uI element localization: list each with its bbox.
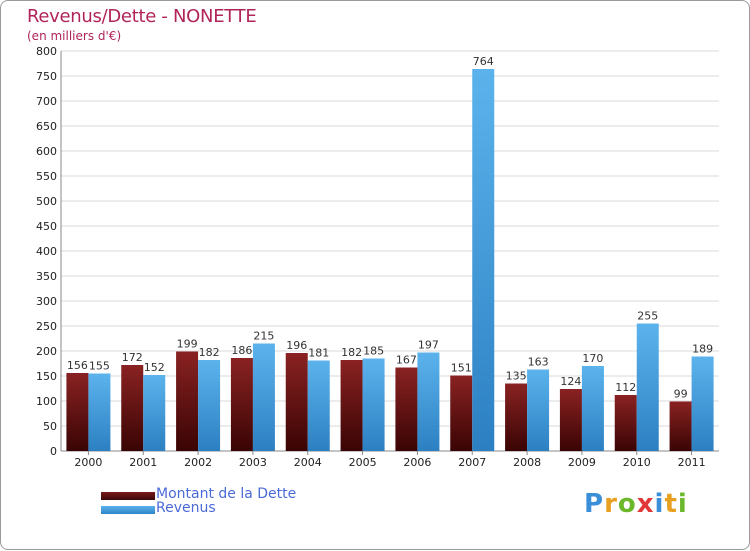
data-label-dette: 124 [560,375,581,388]
data-label-dette: 156 [67,359,88,372]
x-tick-label: 2010 [623,456,651,469]
bar-revenus [88,373,111,451]
bar-dette [559,389,582,451]
y-tick-label: 600 [36,145,57,158]
legend-label-dette: Montant de la Dette [156,486,297,502]
x-tick-label: 2009 [568,456,596,469]
x-tick-label: 2003 [239,456,267,469]
y-tick-label: 200 [36,345,57,358]
data-label-revenus: 255 [637,310,658,323]
x-tick-label: 2006 [403,456,431,469]
legend-swatch-revenus [101,506,155,514]
x-tick-label: 2008 [513,456,541,469]
bar-dette [121,365,144,451]
y-tick-label: 100 [36,395,57,408]
y-tick-label: 0 [50,445,57,458]
y-tick-label: 800 [36,45,57,58]
x-tick-label: 2005 [349,456,377,469]
bar-dette [669,401,692,451]
x-tick-label: 2011 [678,456,706,469]
bar-revenus [307,360,330,451]
y-tick-label: 300 [36,295,57,308]
data-label-dette: 196 [286,339,307,352]
data-label-dette: 151 [451,362,472,375]
data-label-revenus: 152 [144,361,165,374]
bar-dette [614,395,637,451]
data-label-revenus: 155 [89,360,110,373]
y-tick-label: 750 [36,70,57,83]
bar-dette [285,353,308,451]
data-label-dette: 186 [231,344,252,357]
data-label-revenus: 163 [528,356,549,369]
x-tick-label: 2000 [74,456,102,469]
data-label-revenus: 189 [692,343,713,356]
bar-dette [395,367,418,451]
bar-revenus [198,360,221,451]
bar-revenus [527,369,550,451]
bar-revenus [362,358,385,451]
data-label-revenus: 764 [473,55,494,68]
y-tick-label: 350 [36,270,57,283]
y-tick-label: 50 [43,420,57,433]
bar-dette [176,351,199,451]
data-label-dette: 135 [506,370,527,383]
y-tick-label: 150 [36,370,57,383]
data-label-revenus: 215 [253,330,274,343]
bar-revenus [636,323,659,451]
data-label-dette: 99 [674,388,688,401]
y-tick-label: 650 [36,120,57,133]
data-label-revenus: 197 [418,339,439,352]
data-label-revenus: 182 [199,346,220,359]
data-label-dette: 199 [177,338,198,351]
x-tick-label: 2001 [129,456,157,469]
legend-label-revenus: Revenus [156,500,216,516]
bar-dette [450,375,473,451]
bar-dette [340,360,363,451]
data-label-dette: 172 [122,351,143,364]
y-tick-label: 400 [36,245,57,258]
bar-revenus [472,69,495,451]
bar-revenus [252,343,275,451]
bar-revenus [581,366,604,451]
chart-subtitle: (en milliers d'€) [27,29,122,43]
bar-revenus [417,352,440,451]
x-tick-label: 2007 [458,456,486,469]
y-tick-label: 500 [36,195,57,208]
data-label-dette: 182 [341,346,362,359]
proxiti-logo: Proxiti [584,489,688,519]
data-label-revenus: 170 [582,352,603,365]
bar-revenus [691,356,714,451]
data-label-revenus: 185 [363,345,384,358]
y-tick-label: 550 [36,170,57,183]
data-label-dette: 167 [396,354,417,367]
data-label-dette: 112 [615,381,636,394]
legend-swatch-dette [101,492,155,500]
y-tick-label: 250 [36,320,57,333]
bar-revenus [143,375,166,451]
x-tick-label: 2004 [294,456,322,469]
y-tick-label: 450 [36,220,57,233]
bar-dette [66,373,89,451]
bar-dette [230,358,253,451]
y-tick-label: 700 [36,95,57,108]
data-label-revenus: 181 [308,347,329,360]
x-tick-label: 2002 [184,456,212,469]
bar-dette [505,383,528,451]
chart-title: Revenus/Dette - NONETTE [27,6,257,27]
